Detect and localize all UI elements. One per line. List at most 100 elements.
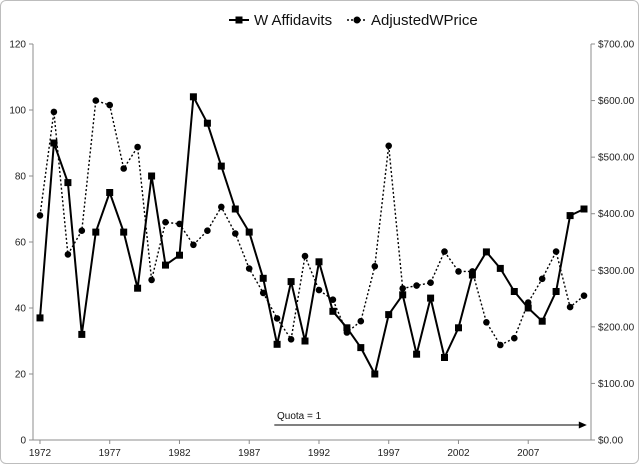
adjusted-price-point bbox=[413, 282, 420, 289]
adjusted-price-point bbox=[524, 299, 532, 306]
x-axis-tick-label: 1977 bbox=[99, 448, 122, 459]
adjusted-price-point bbox=[538, 275, 546, 283]
affidavits-point bbox=[120, 228, 128, 236]
adjusted-price-point bbox=[232, 230, 239, 237]
left-axis-tick-label: 100 bbox=[9, 106, 26, 117]
affidavits-point bbox=[134, 284, 142, 292]
x-axis-tick-label: 2007 bbox=[517, 448, 540, 459]
affidavits-point bbox=[524, 304, 532, 312]
adjusted-price-point bbox=[50, 108, 58, 116]
adjusted-price-point bbox=[497, 341, 504, 349]
adjusted-price-point bbox=[315, 286, 323, 294]
affidavits-point bbox=[189, 93, 197, 101]
adjusted-price-point bbox=[259, 289, 267, 297]
right-axis-tick-label: $0.00 bbox=[598, 436, 623, 447]
right-axis-tick-label: $100.00 bbox=[598, 379, 635, 390]
adjusted-price-point bbox=[64, 251, 72, 258]
affidavits-point bbox=[510, 288, 518, 295]
adjusted-price-point bbox=[357, 317, 365, 325]
left-axis-tick-label: 60 bbox=[15, 238, 27, 249]
adjusted-price-point bbox=[162, 218, 169, 226]
adjusted-price-point bbox=[245, 265, 253, 272]
adjusted-price-point bbox=[78, 227, 86, 234]
quota-annotation-label: Quota = 1 bbox=[277, 411, 322, 422]
series-layer bbox=[36, 93, 588, 378]
adjusted-price-point bbox=[511, 334, 518, 342]
adjusted-price-point bbox=[566, 303, 574, 311]
legend-price-label: AdjustedWPrice bbox=[371, 12, 478, 29]
adjusted-price-point bbox=[483, 319, 490, 326]
quota-annotation: Quota = 1 bbox=[274, 411, 587, 429]
right-axis-tick-label: $500.00 bbox=[598, 153, 635, 164]
right-axis-tick-label: $600.00 bbox=[598, 96, 635, 107]
right-axis-tick-label: $300.00 bbox=[598, 266, 635, 277]
adjusted-price-point bbox=[134, 143, 141, 151]
affidavits-point bbox=[552, 288, 560, 295]
left-axis-tick-label: 120 bbox=[9, 40, 26, 51]
quota-arrowhead-icon bbox=[578, 421, 587, 429]
affidavits-point bbox=[399, 291, 407, 299]
affidavits-point bbox=[343, 324, 351, 332]
adjusted-price-point bbox=[455, 268, 462, 275]
affidavits-point bbox=[301, 337, 309, 345]
adjusted-price-point bbox=[469, 268, 476, 275]
affidavits-point bbox=[203, 119, 211, 127]
affidavits-point bbox=[468, 271, 476, 279]
legend-affidavits-marker bbox=[235, 16, 243, 24]
affidavits-point bbox=[538, 317, 546, 325]
left-axis-tick-label: 0 bbox=[20, 436, 26, 447]
adjusted-price-point bbox=[190, 241, 197, 249]
adjusted-price-point bbox=[385, 142, 393, 150]
affidavits-point bbox=[482, 248, 490, 256]
x-axis-tick-label: 1987 bbox=[238, 448, 261, 459]
affidavits-point bbox=[441, 354, 448, 361]
affidavits-point bbox=[329, 307, 337, 315]
affidavits-point bbox=[106, 189, 114, 196]
affidavits-point bbox=[245, 228, 253, 236]
affidavits-point bbox=[64, 179, 72, 187]
affidavits-point bbox=[496, 264, 504, 272]
affidavits-point bbox=[78, 330, 86, 338]
affidavits-point bbox=[357, 344, 365, 352]
affidavits-point bbox=[287, 278, 295, 286]
right-axis-tick-label: $700.00 bbox=[598, 40, 635, 51]
legend-affidavits-label: W Affidavits bbox=[254, 12, 332, 29]
x-axis-tick-label: 1982 bbox=[168, 448, 191, 459]
affidavits-series-line bbox=[39, 95, 585, 375]
affidavits-point bbox=[50, 139, 58, 147]
right-axis-tick-label: $400.00 bbox=[598, 209, 635, 220]
x-axis-tick-label: 2002 bbox=[447, 448, 470, 459]
affidavits-point bbox=[162, 261, 169, 269]
affidavits-point bbox=[566, 212, 574, 220]
affidavits-point bbox=[413, 350, 421, 358]
left-axis-tick-label: 80 bbox=[15, 172, 27, 183]
adjusted-price-point bbox=[204, 227, 211, 234]
adjusted-price-point bbox=[301, 252, 309, 260]
adjusted-price-point bbox=[218, 203, 225, 211]
adjusted-price-point bbox=[36, 212, 44, 219]
adjusted-price-point bbox=[580, 292, 588, 300]
legend: W Affidavits AdjustedWPrice bbox=[229, 12, 478, 29]
left-axis-tick-label: 40 bbox=[15, 304, 27, 315]
adjusted-price-point bbox=[92, 97, 100, 104]
adjusted-price-point bbox=[106, 101, 113, 109]
left-axis-tick-label: 20 bbox=[15, 370, 27, 381]
x-axis-tick-label: 1997 bbox=[378, 448, 401, 459]
affidavits-point bbox=[315, 258, 323, 266]
affidavits-point bbox=[259, 274, 267, 282]
affidavits-point bbox=[455, 324, 462, 332]
affidavits-point bbox=[427, 294, 435, 302]
adjusted-price-point bbox=[427, 279, 434, 287]
adjusted-price-point bbox=[120, 165, 127, 172]
affidavits-point bbox=[385, 311, 393, 319]
affidavits-point bbox=[92, 228, 100, 236]
adjusted-price-point bbox=[441, 248, 448, 255]
x-axis-tick-label: 1992 bbox=[308, 448, 331, 459]
axes: 0 20 40 60 80 100 120 $0.00 $100.00 $200.00 $300.0… bbox=[9, 40, 634, 460]
adjusted-price-point bbox=[287, 336, 295, 343]
adjusted-price-point bbox=[343, 329, 351, 336]
legend-price-marker bbox=[353, 16, 361, 24]
x-axis-tick-label: 1972 bbox=[29, 448, 52, 459]
